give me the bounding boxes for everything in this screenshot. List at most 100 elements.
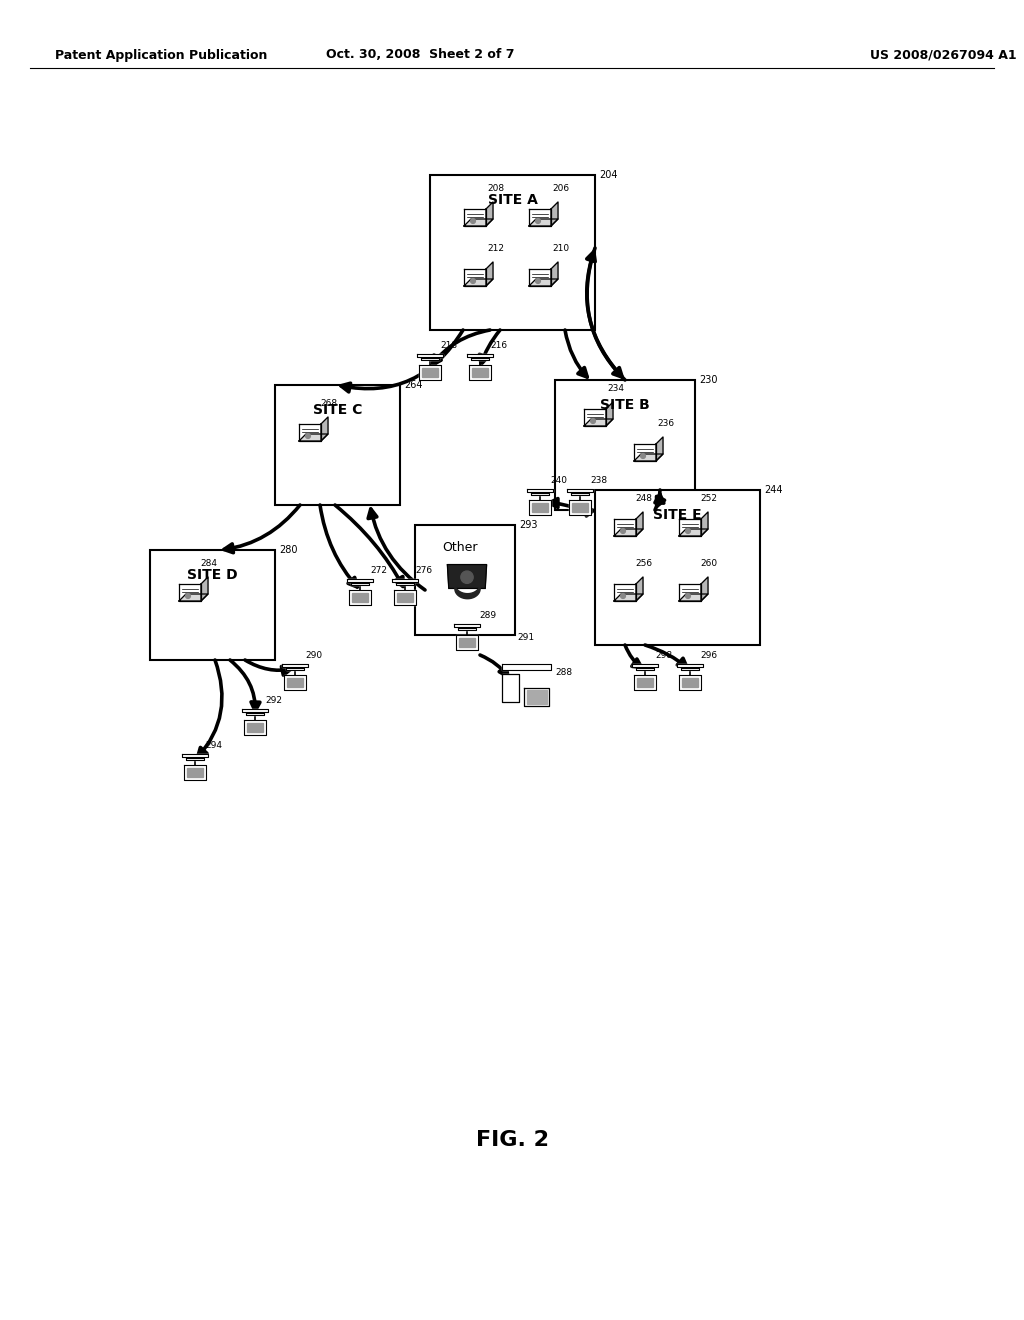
Polygon shape — [347, 579, 373, 582]
Polygon shape — [637, 677, 653, 688]
Text: 204: 204 — [599, 170, 617, 180]
Polygon shape — [679, 519, 701, 536]
Polygon shape — [524, 688, 550, 706]
Polygon shape — [551, 202, 558, 226]
Polygon shape — [201, 577, 208, 601]
Polygon shape — [243, 709, 268, 713]
FancyBboxPatch shape — [555, 380, 695, 510]
Text: 291: 291 — [517, 634, 535, 642]
Polygon shape — [656, 437, 663, 461]
FancyBboxPatch shape — [150, 550, 275, 660]
Polygon shape — [321, 417, 328, 441]
Polygon shape — [528, 500, 551, 515]
Circle shape — [536, 219, 541, 223]
Polygon shape — [467, 354, 493, 358]
Text: 218: 218 — [440, 341, 457, 350]
Polygon shape — [419, 366, 441, 380]
Polygon shape — [527, 690, 547, 704]
Text: 230: 230 — [699, 375, 718, 385]
Text: SITE A: SITE A — [487, 193, 538, 207]
Polygon shape — [182, 754, 208, 758]
Circle shape — [686, 594, 690, 598]
Polygon shape — [682, 677, 698, 688]
Text: 244: 244 — [764, 484, 782, 495]
Text: 260: 260 — [700, 558, 717, 568]
Text: 280: 280 — [279, 545, 298, 554]
Text: Oct. 30, 2008  Sheet 2 of 7: Oct. 30, 2008 Sheet 2 of 7 — [326, 49, 514, 62]
Text: SITE D: SITE D — [187, 568, 238, 582]
Polygon shape — [486, 261, 493, 286]
Polygon shape — [286, 668, 304, 671]
Polygon shape — [417, 354, 442, 358]
Polygon shape — [529, 209, 551, 226]
Polygon shape — [614, 594, 643, 601]
Polygon shape — [551, 261, 558, 286]
Polygon shape — [679, 529, 708, 536]
Polygon shape — [636, 512, 643, 536]
Polygon shape — [679, 676, 701, 689]
Polygon shape — [299, 434, 328, 441]
Text: 268: 268 — [319, 399, 337, 408]
Polygon shape — [529, 269, 551, 286]
Text: 212: 212 — [487, 244, 504, 253]
Text: 238: 238 — [590, 477, 607, 484]
Polygon shape — [634, 676, 656, 689]
Polygon shape — [469, 366, 492, 380]
Circle shape — [591, 418, 595, 424]
Polygon shape — [464, 279, 493, 286]
Polygon shape — [464, 209, 486, 226]
Polygon shape — [349, 590, 371, 605]
Text: SITE B: SITE B — [600, 399, 650, 412]
Polygon shape — [634, 444, 656, 461]
Polygon shape — [681, 668, 698, 671]
Text: SITE C: SITE C — [312, 403, 362, 417]
Text: 210: 210 — [552, 244, 569, 253]
Circle shape — [471, 279, 475, 284]
Text: 208: 208 — [487, 183, 504, 193]
Polygon shape — [247, 722, 263, 733]
Text: 284: 284 — [200, 558, 217, 568]
Polygon shape — [614, 583, 636, 601]
Polygon shape — [529, 219, 558, 226]
Text: 288: 288 — [555, 668, 572, 677]
Polygon shape — [568, 500, 591, 515]
Text: 264: 264 — [404, 380, 423, 389]
Polygon shape — [614, 529, 643, 536]
Polygon shape — [584, 409, 606, 426]
Polygon shape — [394, 590, 416, 605]
Polygon shape — [179, 583, 201, 601]
Text: 296: 296 — [700, 651, 717, 660]
FancyBboxPatch shape — [430, 176, 595, 330]
Polygon shape — [677, 664, 702, 667]
Text: 290: 290 — [305, 651, 323, 660]
Text: 293: 293 — [519, 520, 538, 531]
Polygon shape — [527, 488, 553, 492]
Polygon shape — [632, 664, 657, 667]
Polygon shape — [464, 219, 493, 226]
Circle shape — [641, 454, 645, 458]
Polygon shape — [471, 358, 488, 360]
Text: Patent Application Publication: Patent Application Publication — [55, 49, 267, 62]
Text: 256: 256 — [635, 558, 652, 568]
Polygon shape — [183, 766, 206, 780]
Text: US 2008/0267094 A1: US 2008/0267094 A1 — [870, 49, 1017, 62]
Polygon shape — [679, 594, 708, 601]
Polygon shape — [464, 269, 486, 286]
Text: SITE E: SITE E — [653, 508, 701, 521]
Circle shape — [471, 219, 475, 223]
Circle shape — [686, 528, 690, 533]
Text: 294: 294 — [205, 741, 222, 750]
FancyBboxPatch shape — [595, 490, 760, 645]
Polygon shape — [352, 593, 368, 602]
Polygon shape — [614, 519, 636, 536]
Polygon shape — [679, 583, 701, 601]
Text: 236: 236 — [657, 418, 674, 428]
Polygon shape — [459, 638, 475, 647]
Polygon shape — [486, 202, 493, 226]
Polygon shape — [246, 713, 264, 715]
Text: 276: 276 — [415, 566, 432, 576]
Polygon shape — [701, 577, 708, 601]
Text: 272: 272 — [370, 566, 387, 576]
Polygon shape — [186, 758, 204, 760]
Polygon shape — [397, 593, 413, 602]
